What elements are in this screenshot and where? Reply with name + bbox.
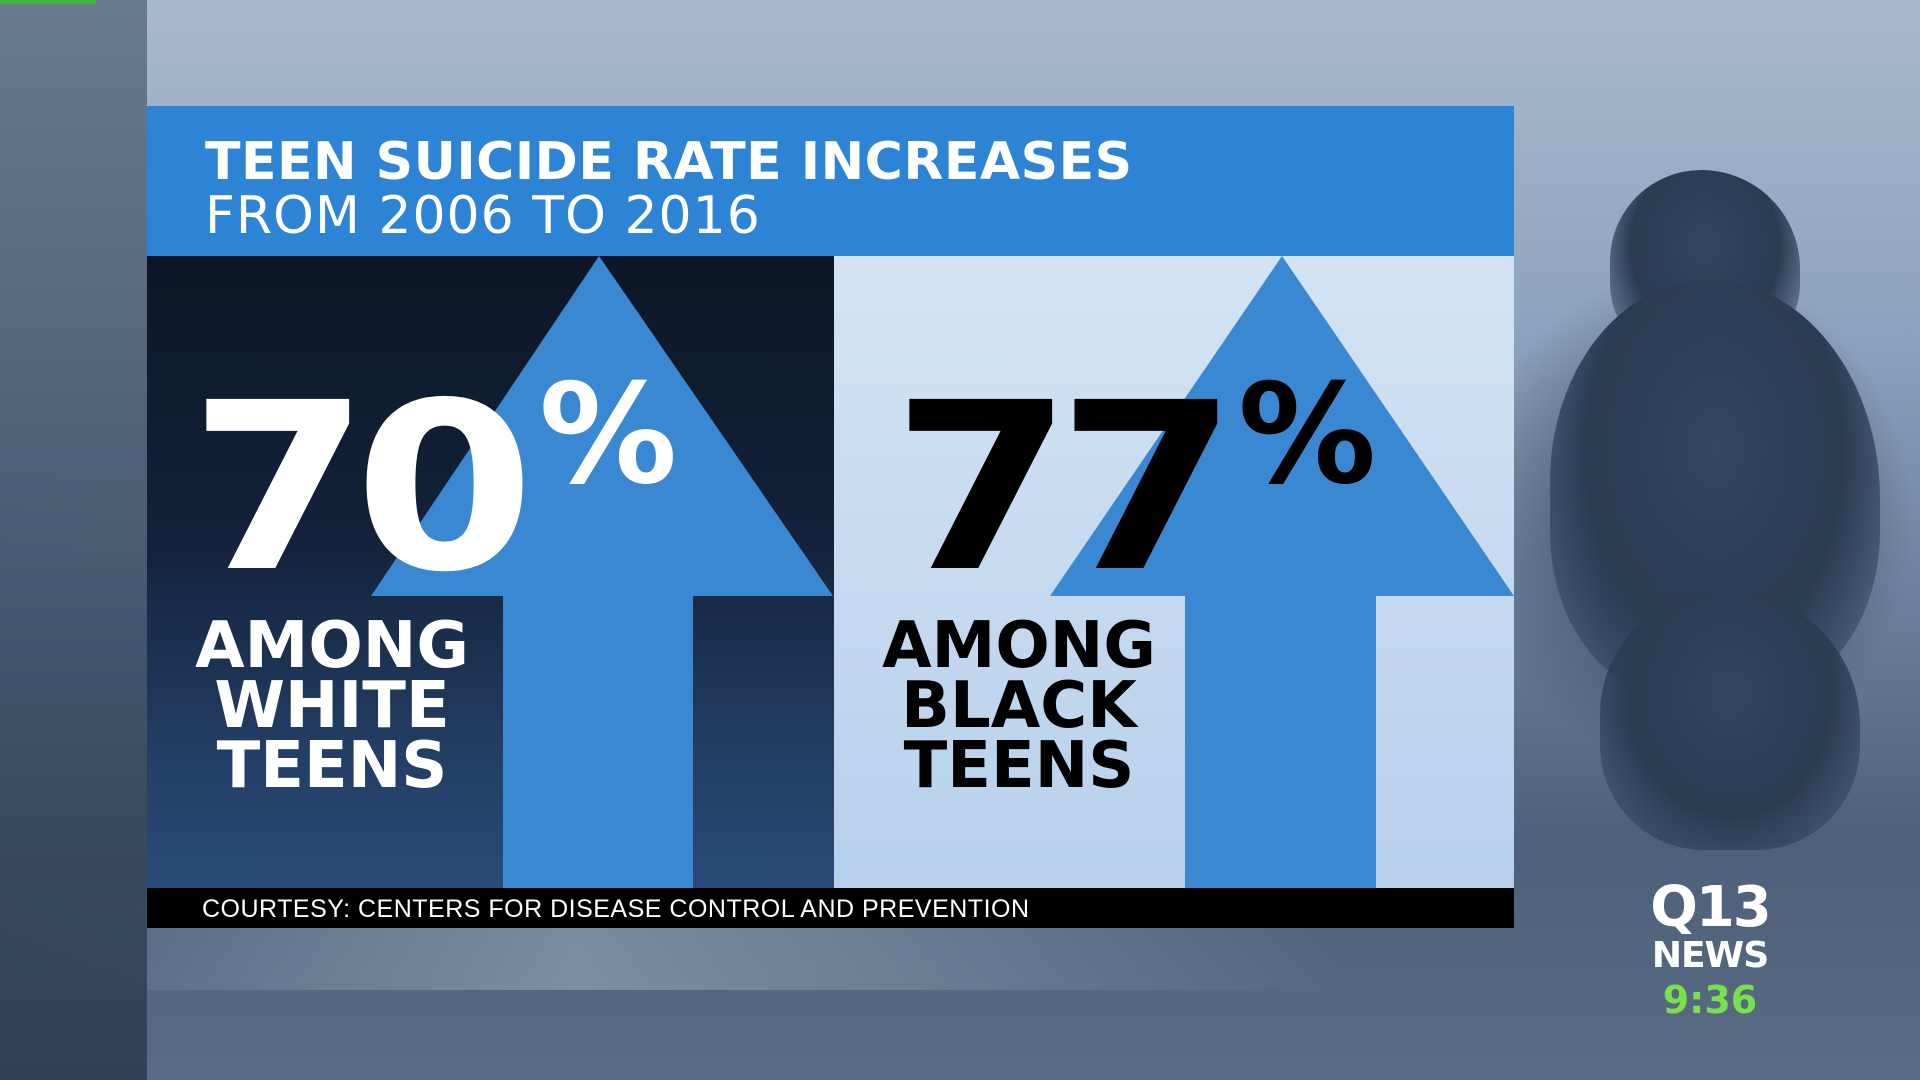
infographic-card: TEEN SUICIDE RATE INCREASES FROM 2006 TO… [147,106,1514,928]
station-logo: Q13 NEWS 9:36 [1640,880,1780,1024]
stat-unit: % [539,354,678,515]
stat-caption: AMONG BLACK TEENS [882,609,1156,803]
headline-banner: TEEN SUICIDE RATE INCREASES FROM 2006 TO… [147,106,1514,256]
up-arrow-icon [371,256,833,888]
stat-panel-white-teens: 70 % AMONG WHITE TEENS [147,256,834,888]
left-edge-shadow [0,0,147,1080]
stat-value: 70 [189,353,535,623]
station-label: NEWS [1651,935,1769,976]
up-arrow-icon [1050,256,1514,888]
stat-panel-black-teens: 77 % AMONG BLACK TEENS [834,256,1514,888]
headline-subtitle: FROM 2006 TO 2016 [205,186,761,246]
stat-caption: AMONG WHITE TEENS [195,609,469,803]
source-bar: COURTESY: CENTERS FOR DISEASE CONTROL AN… [147,888,1514,928]
headline-title: TEEN SUICIDE RATE INCREASES [205,132,1133,192]
stat-value: 77 [892,353,1238,623]
stat-unit: % [1238,354,1377,515]
green-tab-indicator [0,0,96,4]
station-brand: Q13 [1650,875,1772,940]
background-figure [1540,170,1900,850]
clock-time: 9:36 [1662,978,1758,1022]
source-credit: COURTESY: CENTERS FOR DISEASE CONTROL AN… [202,895,1030,923]
